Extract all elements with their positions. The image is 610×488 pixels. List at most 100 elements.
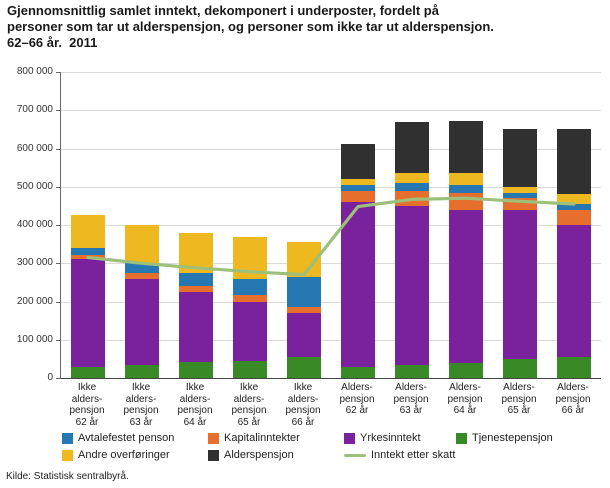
bar-segment-alderspensjon: [503, 129, 537, 187]
bar-segment-avtalefestet: [341, 184, 375, 191]
bar-segment-kapitalinntekter: [557, 209, 591, 225]
bar-segment-andre_overforinger: [449, 173, 483, 185]
legend-label: Kapitalinntekter: [224, 432, 300, 444]
x-axis-label-line: 64 år: [453, 405, 477, 417]
legend-item-andre_overforinger: Andre overføringer: [62, 449, 208, 461]
x-axis-label-line: 65 år: [237, 416, 261, 428]
bar-2: [125, 225, 159, 378]
bar-segment-avtalefestet: [125, 263, 159, 273]
legend-swatch-alderspensjon: [208, 449, 219, 461]
bar-segment-yrkesinntekt: [557, 225, 591, 357]
x-axis-label-line: Ikke: [77, 382, 97, 393]
gridline: [61, 263, 601, 265]
y-axis-tick: [56, 378, 61, 379]
bar-segment-yrkesinntekt: [233, 301, 267, 361]
x-axis-label-line: pensjon: [69, 405, 105, 417]
legend-item-alderspensjon: Alderspensjon: [208, 449, 344, 461]
y-axis-tick-label: 500 000: [16, 180, 53, 192]
y-axis-tick-label: 0: [47, 372, 53, 383]
bar-segment-tjenestepensjon: [449, 362, 483, 378]
bar-segment-kapitalinntekter: [125, 272, 159, 279]
x-axis-label-line: Alders-: [557, 382, 589, 393]
bar-segment-andre_overforinger: [125, 225, 159, 264]
income-after-tax-line: [86, 196, 576, 277]
x-axis-label-line: Alders-: [341, 382, 373, 393]
y-axis-tick: [56, 225, 61, 226]
gridline: [61, 186, 601, 188]
y-axis-tick: [56, 110, 61, 112]
y-axis-tick-label: 200 000: [16, 295, 53, 307]
x-axis-label-line: pensjon: [501, 393, 537, 405]
bar-8: [449, 120, 483, 378]
x-axis-label-line: pensjon: [231, 405, 267, 417]
x-axis-label-line: pensjon: [177, 405, 213, 417]
x-axis-category-label: Ikke alders-pensjon 64 år: [168, 382, 222, 428]
x-axis-label-line: alders-: [287, 393, 319, 405]
bar-segment-tjenestepensjon: [395, 364, 429, 378]
legend-swatch-tjenestepensjon: [456, 432, 467, 444]
bar-segment-yrkesinntekt: [395, 205, 429, 365]
x-axis-label-line: Ikke: [131, 382, 151, 393]
bar-segment-yrkesinntekt: [71, 259, 105, 367]
x-axis-category-label: Ikke alders-pensjon 65 år: [222, 382, 276, 428]
x-axis-label-line: alders-: [233, 393, 265, 405]
bar-segment-tjenestepensjon: [287, 356, 321, 378]
x-axis-category-label: Alders-pensjon 66 år: [546, 382, 600, 417]
legend-label: Andre overføringer: [78, 449, 170, 461]
x-axis-label-line: 62 år: [75, 416, 99, 428]
bar-segment-tjenestepensjon: [341, 367, 375, 378]
x-axis-category-label: Alders-pensjon 64 år: [438, 382, 492, 417]
x-axis-label-line: alders-: [179, 393, 211, 405]
legend-item-yrkesinntekt: Yrkesinntekt: [344, 432, 456, 444]
legend-item-kapitalinntekter: Kapitalinntekter: [208, 432, 344, 444]
gridline: [61, 148, 601, 150]
bar-segment-avtalefestet: [233, 278, 267, 295]
gridline: [61, 301, 601, 303]
bar-segment-tjenestepensjon: [503, 358, 537, 378]
legend-swatch-kapitalinntekter: [208, 432, 219, 444]
bar-segment-tjenestepensjon: [233, 360, 267, 378]
y-axis-tick-label: 600 000: [16, 142, 53, 154]
y-axis-tick: [56, 72, 61, 73]
legend-item-inntekt_etter_skatt: Inntekt etter skatt: [344, 449, 456, 461]
legend-swatch-andre_overforinger: [62, 449, 73, 461]
x-axis-label-line: Alders-: [395, 382, 427, 393]
y-axis-tick: [56, 186, 61, 188]
x-axis-label-line: 63 år: [129, 416, 153, 428]
x-axis-label-line: alders-: [71, 393, 103, 405]
gridline: [61, 110, 601, 112]
y-axis-tick-label: 300 000: [16, 257, 53, 269]
bar-segment-avtalefestet: [449, 184, 483, 193]
y-axis-tick-label: 400 000: [16, 219, 53, 230]
bar-segment-alderspensjon: [449, 120, 483, 174]
bar-segment-yrkesinntekt: [503, 209, 537, 359]
bar-segment-yrkesinntekt: [449, 209, 483, 363]
bar-segment-kapitalinntekter: [341, 190, 375, 203]
bar-9: [503, 129, 537, 378]
x-axis-label-line: pensjon: [285, 405, 321, 417]
bar-segment-alderspensjon: [557, 129, 591, 195]
bar-segment-yrkesinntekt: [287, 312, 321, 357]
bar-segment-yrkesinntekt: [179, 291, 213, 362]
legend-label: Avtalefestet penson: [78, 432, 175, 444]
y-axis-tick-label: 700 000: [16, 104, 53, 116]
x-axis-label-line: pensjon: [555, 393, 591, 405]
legend-label: Yrkesinntekt: [360, 432, 421, 444]
bar-segment-andre_overforinger: [557, 194, 591, 204]
bar-segment-tjenestepensjon: [179, 361, 213, 378]
legend-item-tjenestepensjon: Tjenestepensjon: [456, 432, 553, 444]
plot-area: [56, 72, 601, 379]
bar-segment-andre_overforinger: [395, 173, 429, 183]
x-axis-label-line: 66 år: [291, 416, 315, 428]
bar-segment-alderspensjon: [341, 143, 375, 180]
bar-segment-tjenestepensjon: [557, 356, 591, 378]
bar-segment-kapitalinntekter: [287, 307, 321, 313]
x-axis-label-line: Ikke: [293, 382, 313, 393]
x-axis-label-line: pensjon: [393, 393, 429, 405]
gridline: [61, 339, 601, 341]
legend-swatch-inntekt_etter_skatt: [344, 453, 366, 457]
bar-segment-kapitalinntekter: [179, 286, 213, 292]
x-axis-label-line: Ikke: [239, 382, 259, 393]
x-axis-label-line: 65 år: [507, 405, 531, 417]
